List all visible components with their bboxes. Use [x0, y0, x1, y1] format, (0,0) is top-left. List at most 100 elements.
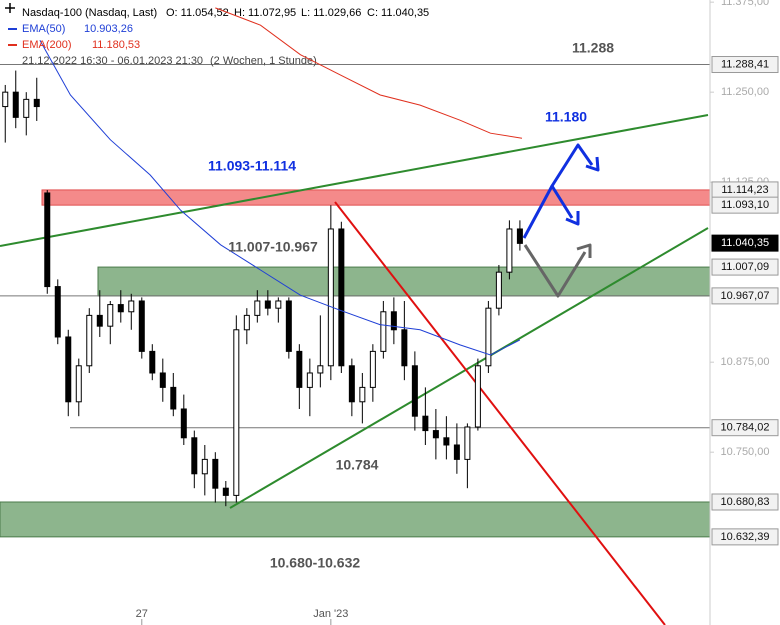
legend: Nasdaq-100 (Nasdaq, Last) O: 11.054,52 H… — [5, 3, 429, 67]
candle-body — [443, 437, 450, 446]
legend-value: 11.180,53 — [92, 39, 140, 51]
candle-body — [464, 426, 471, 460]
legend-ohlc: C: 11.040,35 — [367, 7, 429, 19]
candle-body — [128, 300, 135, 313]
candle-body — [96, 314, 103, 327]
x-tick-label: 27 — [136, 608, 148, 620]
candle-body — [254, 300, 261, 316]
candle-body — [411, 365, 418, 417]
legend-name: EMA(50) — [22, 23, 65, 35]
price-box-label: 10.632,39 — [721, 531, 770, 543]
price-box — [711, 528, 779, 546]
y-tick-label: 11.375,00 — [721, 0, 769, 8]
zone — [0, 501, 711, 538]
legend-ohlc: H: 11.072,95 — [234, 7, 296, 19]
candle-body — [285, 300, 292, 352]
price-box-label: 11.114,23 — [721, 184, 768, 196]
price-box — [711, 196, 779, 214]
x-tick-label: Jan '23 — [313, 608, 348, 620]
annotation: 11.007-10.967 — [228, 239, 318, 255]
candle-body — [348, 365, 355, 403]
ema-line — [215, 7, 523, 139]
candle-body — [107, 304, 114, 327]
forecast-arrows — [522, 143, 600, 298]
price-box-label: 11.007,09 — [721, 261, 769, 273]
candle-body — [75, 365, 82, 403]
price-box — [711, 258, 779, 276]
candle-body — [359, 386, 366, 403]
candle-body — [453, 444, 460, 460]
legend-ohlc: O: 11.054,52 — [166, 7, 229, 19]
candle-body — [432, 430, 439, 439]
price-box-label: 10.680,83 — [721, 496, 770, 508]
legend-value: 10.903,26 — [84, 23, 133, 35]
annotation: 11.093-11.114 — [208, 158, 296, 174]
candle-body — [23, 98, 30, 118]
price-box-label: 11.288,41 — [721, 58, 769, 70]
candle-body — [264, 300, 271, 309]
candle-body — [212, 458, 219, 489]
candle-body — [380, 311, 387, 352]
candle-body — [54, 286, 61, 338]
price-box-label: 11.040,35 — [721, 237, 769, 249]
candle-body — [369, 350, 376, 388]
legend-name: EMA(200) — [22, 39, 72, 51]
candle-body — [86, 314, 93, 367]
candle-body — [390, 311, 397, 331]
candle-body — [275, 300, 282, 309]
ema-line — [39, 40, 521, 356]
candle-body — [222, 487, 229, 496]
candle-body — [401, 329, 408, 367]
candle-body — [149, 350, 156, 374]
candle-body — [117, 304, 124, 313]
candle-body — [159, 372, 166, 388]
candle-body — [180, 408, 187, 439]
annotation: 10.680-10.632 — [270, 555, 361, 571]
candle-body — [12, 91, 19, 118]
candle-body — [243, 314, 250, 331]
candle-body — [317, 365, 324, 374]
y-tick-label: 10.875,00 — [721, 356, 770, 368]
candle-body — [296, 350, 303, 388]
candle-body — [65, 336, 72, 403]
candle-body — [33, 98, 40, 108]
trend-line — [0, 114, 709, 247]
candle-body — [516, 228, 523, 244]
legend-interval: (2 Wochen, 1 Stunde) — [210, 55, 317, 67]
candle-body — [422, 415, 429, 432]
candle-body — [485, 307, 492, 367]
candle-body — [170, 386, 177, 410]
legend-range: 21.12.2022 16:30 - 06.01.2023 21:30 — [22, 55, 203, 67]
zone — [41, 189, 711, 206]
candle-body — [495, 271, 502, 309]
legend-icon — [5, 3, 15, 13]
legend-instrument: Nasdaq-100 (Nasdaq, Last) — [22, 7, 157, 19]
price-box — [711, 234, 779, 252]
candle-body — [2, 91, 9, 108]
candle-body — [506, 228, 513, 273]
price-box-label: 10.784,02 — [721, 422, 770, 434]
trend-line — [229, 227, 709, 509]
candle-body — [138, 300, 145, 352]
candle-body — [327, 228, 334, 367]
price-box-label: 10.967,07 — [721, 290, 770, 302]
annotation: 10.784 — [336, 457, 379, 473]
candle-body — [233, 329, 240, 496]
candle-body — [201, 458, 208, 475]
price-box — [711, 493, 779, 511]
price-box — [711, 419, 779, 437]
candle-body — [306, 372, 313, 388]
y-tick-label: 11.250,00 — [721, 86, 769, 98]
annotation: 11.180 — [545, 109, 587, 125]
candle-body — [474, 365, 481, 428]
trend-line — [334, 201, 666, 625]
y-tick-label: 10.750,00 — [721, 446, 770, 458]
price-box — [711, 56, 779, 74]
candle-body — [338, 228, 345, 367]
price-box-label: 11.093,10 — [721, 199, 769, 211]
candle-body — [191, 437, 198, 475]
candle-body — [44, 192, 51, 288]
annotation: 11.288 — [572, 40, 614, 56]
price-box — [711, 287, 779, 305]
